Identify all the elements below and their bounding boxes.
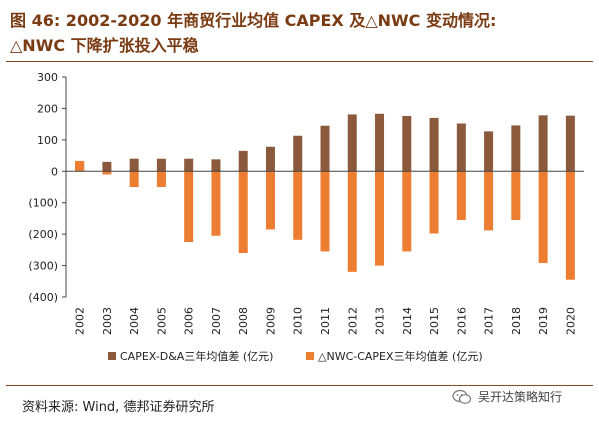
- y-tick-label: 0: [51, 165, 58, 178]
- y-tick-label: (300): [28, 260, 58, 273]
- capex-bar: [538, 115, 548, 172]
- x-tick-label: 2013: [374, 307, 387, 335]
- x-tick-label: 2014: [401, 307, 414, 335]
- nwc-bar: [129, 171, 139, 187]
- y-tick-label: (200): [28, 228, 58, 241]
- x-tick-label: 2009: [264, 307, 277, 335]
- x-tick-label: 2017: [483, 307, 496, 335]
- chart: 300 200 100 0 (100) (200) (300) (400) 2002 2003 20…: [28, 71, 584, 363]
- x-tick-label: 2005: [155, 307, 168, 335]
- nwc-bar: [456, 171, 466, 220]
- nwc-bar: [211, 171, 221, 236]
- x-tick-label: 2016: [455, 307, 468, 335]
- nwc-bar: [565, 171, 575, 280]
- x-tick-label: 2007: [210, 307, 223, 335]
- capex-bar: [211, 159, 221, 172]
- nwc-bar: [320, 171, 330, 252]
- capex-bar: [565, 115, 575, 172]
- x-tick-label: 2018: [510, 307, 523, 335]
- legend-label-capex: CAPEX-D&A三年均值差 (亿元): [120, 349, 273, 363]
- nwc-bar: [293, 171, 303, 240]
- nwc-bar: [347, 171, 357, 272]
- capex-bar: [484, 131, 494, 172]
- figure-title-line-2: △NWC 下降扩张投入平稳: [10, 36, 199, 55]
- capex-bar: [129, 158, 139, 172]
- x-tick-label: 2010: [292, 307, 305, 335]
- y-tick-label: (400): [28, 291, 58, 304]
- nwc-bar: [538, 171, 548, 264]
- wechat-icon: [452, 389, 472, 404]
- x-tick-label: 2002: [74, 307, 87, 335]
- watermark-text: 吴开达策略知行: [478, 390, 563, 404]
- x-tick-label: 2008: [237, 307, 250, 335]
- capex-bar: [293, 135, 303, 172]
- legend-swatch-nwc: [306, 352, 314, 360]
- nwc-bar: [265, 171, 275, 230]
- nwc-bar: [429, 171, 439, 234]
- x-tick-label: 2015: [428, 307, 441, 335]
- x-tick-label: 2019: [537, 307, 550, 335]
- figure-title-line-1: 图 46: 2002-2020 年商贸行业均值 CAPEX 及△NWC 变动情况…: [10, 11, 497, 30]
- source-divider: [6, 385, 593, 386]
- y-tick-label: 300: [37, 71, 58, 84]
- x-tick-label: 2006: [183, 307, 196, 335]
- capex-bar: [320, 125, 330, 172]
- x-tick-label: 2011: [319, 307, 332, 335]
- capex-bar: [511, 125, 521, 172]
- nwc-bar: [484, 171, 494, 231]
- capex-bar: [402, 115, 412, 172]
- figure-title: 图 46: 2002-2020 年商贸行业均值 CAPEX 及△NWC 变动情况…: [10, 8, 595, 58]
- x-tick-label: 2020: [564, 307, 577, 335]
- nwc-bar: [238, 171, 248, 253]
- capex-bar: [102, 161, 112, 172]
- capex-bar: [156, 158, 166, 172]
- x-tick-label: 2012: [346, 307, 359, 335]
- y-tick-label: (100): [28, 197, 58, 210]
- watermark: 吴开达策略知行: [452, 388, 562, 405]
- legend-swatch-capex: [108, 352, 116, 360]
- source-note: 资料来源: Wind, 德邦证券研究所: [22, 400, 215, 415]
- nwc-bar: [184, 171, 194, 242]
- capex-bar: [429, 117, 439, 172]
- x-tick-label: 2003: [101, 307, 114, 335]
- nwc-bar: [402, 171, 412, 252]
- capex-bar: [347, 114, 357, 172]
- nwc-bar: [75, 160, 85, 172]
- nwc-bar: [156, 171, 166, 187]
- nwc-bar: [375, 171, 385, 266]
- capex-bar: [184, 158, 194, 172]
- y-tick-label: 100: [37, 134, 58, 147]
- title-divider: [6, 61, 593, 62]
- legend-label-nwc: △NWC-CAPEX三年均值差 (亿元): [318, 349, 483, 363]
- x-tick-label: 2004: [128, 307, 141, 335]
- nwc-bar: [511, 171, 521, 220]
- capex-bar: [456, 123, 466, 172]
- y-tick-label: 200: [37, 102, 58, 115]
- nwc-bar: [102, 171, 112, 175]
- capex-bar: [238, 150, 248, 172]
- capex-bar: [375, 113, 385, 172]
- capex-bar: [265, 146, 275, 172]
